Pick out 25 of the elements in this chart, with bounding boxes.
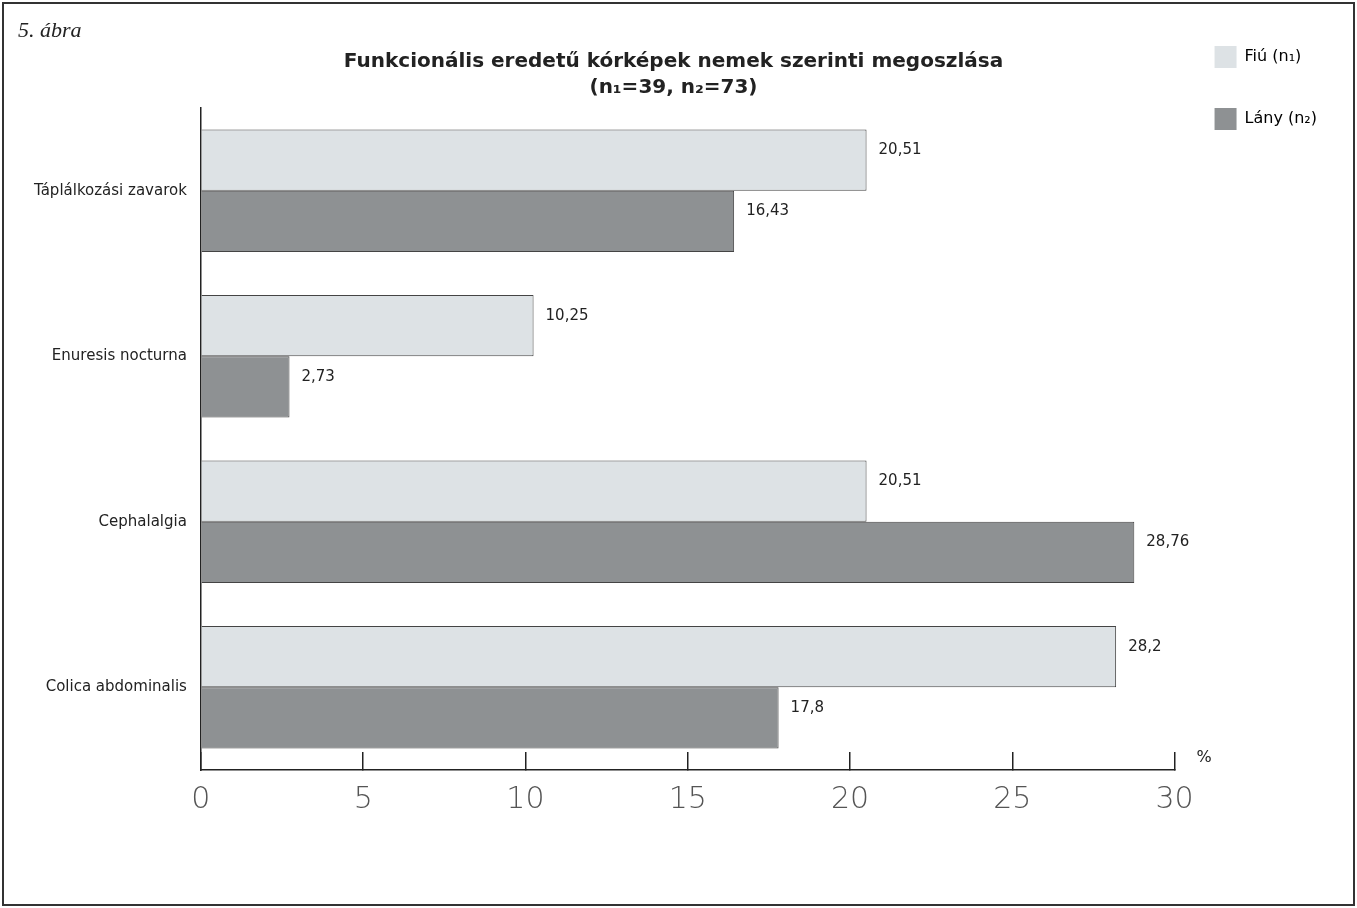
- legend-label: Fiú (n₁): [1244, 46, 1302, 66]
- x-tick-label: 5: [353, 779, 373, 815]
- data-label: 28,76: [1146, 532, 1190, 551]
- data-label: 16,43: [746, 201, 790, 220]
- chart-subtitle: (n₁=39, n₂=73): [589, 74, 758, 99]
- y-tick-label: Cephalalgia: [98, 511, 187, 530]
- x-tick-label: 20: [830, 779, 870, 815]
- data-label: 20,51: [878, 140, 922, 159]
- x-tick-label: 30: [1155, 779, 1194, 815]
- y-tick-label: Colica abdominalis: [45, 677, 188, 696]
- chart-title: Funkcionális eredetű kórképek nemek szerinti megoszlása: [343, 48, 1004, 73]
- data-label: 28,2: [1128, 636, 1162, 655]
- data-label: 17,8: [790, 697, 824, 716]
- data-label: 2,73: [301, 366, 335, 385]
- x-axis-title: %: [1196, 747, 1212, 767]
- data-label: 10,25: [545, 305, 589, 324]
- legend-label: Lány (n₂): [1244, 108, 1317, 128]
- text: 5. ábra: [18, 16, 82, 42]
- data-label: 20,51: [878, 471, 922, 490]
- y-tick-label: Enuresis nocturna: [51, 346, 187, 365]
- x-tick-label: 25: [993, 779, 1032, 815]
- x-tick-label: 15: [668, 779, 707, 815]
- y-tick-label: Táplálkozási zavarok: [32, 180, 188, 199]
- x-tick-label: 0: [191, 779, 211, 815]
- x-tick-label: 10: [506, 779, 545, 815]
